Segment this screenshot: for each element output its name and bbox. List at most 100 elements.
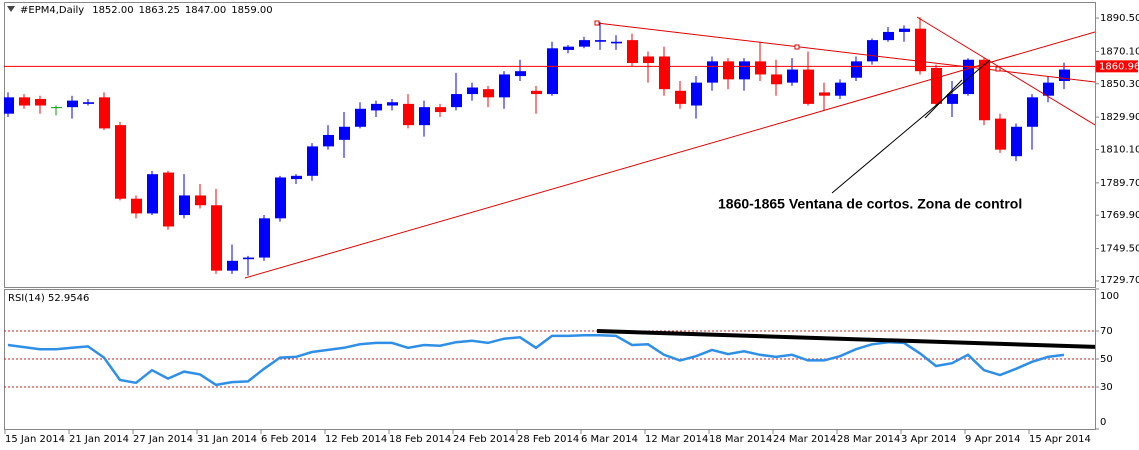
- candle-body: [211, 205, 222, 271]
- candle-body: [275, 177, 286, 219]
- y-tick-label: 1850.30: [1100, 79, 1139, 90]
- candle-body: [467, 87, 478, 95]
- candle-body: [707, 61, 718, 83]
- chart-title: #EPM4,Daily: [20, 5, 84, 16]
- candle-body: [67, 100, 78, 108]
- x-tick-label: 12 Mar 2014: [645, 434, 708, 445]
- candle-body: [739, 61, 750, 80]
- trendline-anchor: [995, 66, 1001, 72]
- y-tick-label: 0: [1100, 417, 1106, 428]
- y-tick-label: 1729.70: [1100, 275, 1139, 286]
- candle-body: [1027, 97, 1038, 127]
- rsi-trendline: [596, 329, 1095, 349]
- x-tick-label: 6 Mar 2014: [581, 434, 638, 445]
- candle-body: [403, 103, 414, 126]
- candle-body: [131, 198, 142, 214]
- candle-body: [771, 74, 782, 85]
- candle-body: [931, 67, 942, 104]
- candle-body: [387, 102, 398, 106]
- trendline: [596, 22, 1095, 83]
- candle-body: [819, 92, 830, 96]
- candle-body: [787, 69, 798, 83]
- candle-body: [51, 107, 62, 109]
- price-label: 1860.96: [1099, 61, 1139, 72]
- candle-body: [723, 61, 734, 80]
- candle-body: [1059, 69, 1070, 81]
- candle-body: [115, 125, 126, 199]
- candle-body: [179, 195, 190, 216]
- candle-body: [851, 61, 862, 78]
- candle-body: [979, 59, 990, 121]
- candle-body: [307, 146, 318, 176]
- candle-body: [147, 174, 158, 214]
- header-value: 1852.00: [92, 5, 133, 16]
- candle-body: [371, 103, 382, 111]
- candle-body: [595, 40, 606, 42]
- y-tick-label: 1810.10: [1100, 144, 1139, 155]
- candle-body: [563, 46, 574, 50]
- candle-body: [83, 102, 94, 104]
- candle-body: [163, 172, 174, 227]
- x-tick-label: 12 Feb 2014: [325, 434, 387, 445]
- header-value: 1859.00: [231, 5, 272, 16]
- candle-body: [963, 59, 974, 95]
- x-tick-label: 18 Feb 2014: [389, 434, 451, 445]
- x-tick-label: 21 Jan 2014: [69, 434, 129, 445]
- candle-body: [803, 69, 814, 104]
- candle-body: [835, 82, 846, 96]
- candle-body: [419, 107, 430, 126]
- candle-body: [691, 82, 702, 106]
- price-label-box: [1096, 60, 1138, 73]
- x-tick-label: 3 Apr 2014: [901, 434, 956, 445]
- x-tick-label: 28 Mar 2014: [837, 434, 900, 445]
- y-tick-label: 50: [1100, 354, 1113, 365]
- y-tick-label: 100: [1100, 291, 1119, 302]
- x-tick-label: 24 Mar 2014: [773, 434, 836, 445]
- candle-body: [995, 118, 1006, 150]
- drawings: [244, 16, 1095, 279]
- candle-body: [547, 48, 558, 95]
- candle-body: [291, 175, 302, 180]
- candle-body: [915, 28, 926, 72]
- candle-body: [243, 257, 254, 260]
- y-tick-label: 30: [1100, 382, 1113, 393]
- annotation-arrow: [924, 79, 963, 119]
- price-plot: [4, 17, 1095, 276]
- candle-body: [4, 97, 14, 114]
- candle-body: [611, 41, 622, 44]
- candle-body: [531, 90, 542, 95]
- candle-body: [867, 40, 878, 62]
- x-tick-label: 6 Feb 2014: [261, 434, 317, 445]
- candle-body: [659, 56, 670, 90]
- candle-body: [355, 108, 366, 127]
- trendline: [916, 16, 1095, 126]
- candle-body: [883, 31, 894, 41]
- candle-body: [755, 61, 766, 75]
- candle-body: [643, 56, 654, 64]
- y-tick-label: 1829.90: [1100, 112, 1139, 123]
- x-tick-label: 18 Mar 2014: [709, 434, 772, 445]
- y-tick-label: 1769.90: [1100, 210, 1139, 221]
- x-tick-label: 15 Jan 2014: [5, 434, 65, 445]
- candle-body: [1011, 126, 1022, 157]
- annotation: 1860-1865 Ventana de cortos. Zona de con…: [718, 196, 1022, 212]
- x-tick-label: 15 Apr 2014: [1029, 434, 1091, 445]
- x-tick-label: 27 Jan 2014: [133, 434, 193, 445]
- candle-body: [227, 260, 238, 271]
- x-tick-label: 28 Feb 2014: [517, 434, 579, 445]
- candle-body: [675, 90, 686, 104]
- annotation-arrow: [831, 59, 991, 194]
- candle-body: [515, 71, 526, 77]
- menu-icon[interactable]: [7, 6, 15, 12]
- candle-body: [1043, 82, 1054, 96]
- x-tick-label: 9 Apr 2014: [965, 434, 1020, 445]
- candle-body: [483, 89, 494, 98]
- y-tick-label: 70: [1100, 326, 1113, 337]
- candle-body: [35, 98, 46, 106]
- trendline: [244, 31, 1095, 279]
- y-tick-label: 1870.10: [1100, 46, 1139, 57]
- candle-body: [899, 28, 910, 32]
- x-tick-label: 31 Jan 2014: [197, 434, 257, 445]
- trendline-anchor: [794, 44, 800, 50]
